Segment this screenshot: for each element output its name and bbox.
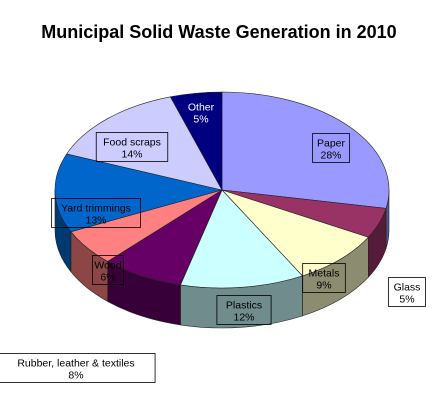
data-label-name: Plastics xyxy=(226,300,262,312)
data-label-name: Other xyxy=(188,102,215,114)
data-label-value: 12% xyxy=(233,312,254,324)
data-label-value: 6% xyxy=(100,272,115,284)
data-label-name: Paper xyxy=(317,138,346,150)
data-label-value: 5% xyxy=(399,294,414,306)
data-label-value: 14% xyxy=(121,149,142,161)
slice-other xyxy=(169,91,223,192)
slice-yard-trimmings xyxy=(54,153,223,233)
slice-paper xyxy=(221,91,390,209)
data-label-box xyxy=(388,277,426,307)
data-label-box xyxy=(312,133,350,163)
data-label-name: Rubber, leather & textiles xyxy=(17,358,134,370)
data-label-name: Yard trimmings xyxy=(61,203,131,215)
data-label-name: Wood xyxy=(94,260,121,272)
data-label-box xyxy=(92,255,124,285)
data-label-value: 9% xyxy=(316,280,331,292)
slice-plastics xyxy=(180,189,303,289)
data-label-box xyxy=(0,353,156,383)
data-label-value: 13% xyxy=(85,215,106,227)
data-label-box xyxy=(95,132,169,162)
data-label-value: 5% xyxy=(193,114,208,126)
data-label-box xyxy=(51,198,141,228)
data-label-value: 28% xyxy=(320,150,341,162)
chart-title: Municipal Solid Waste Generation in 2010 xyxy=(41,22,397,42)
slice-metals xyxy=(220,189,369,277)
data-label-value: 8% xyxy=(68,370,83,382)
data-label-name: Glass xyxy=(394,282,421,294)
data-label-box xyxy=(216,295,272,325)
data-label-name: Metals xyxy=(309,268,340,280)
data-label-name: Food scraps xyxy=(103,137,161,149)
data-label-box xyxy=(302,263,346,293)
